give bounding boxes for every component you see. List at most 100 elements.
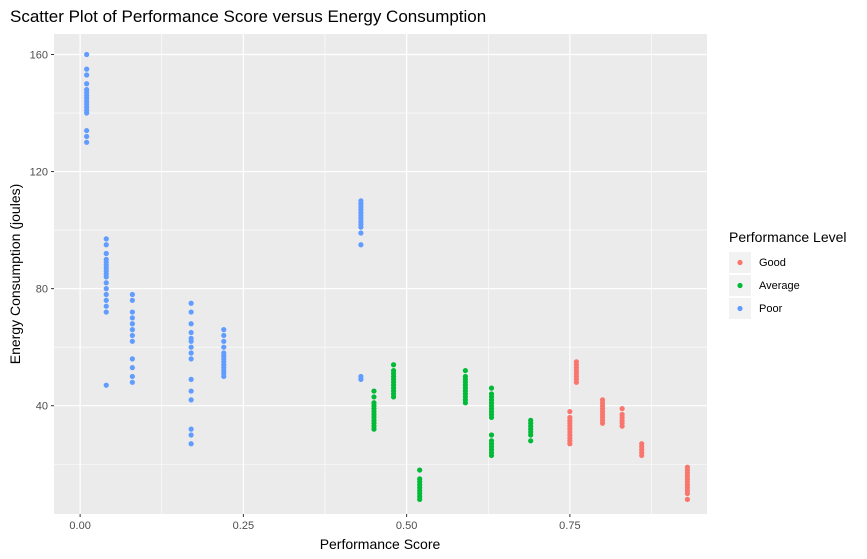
data-point-poor <box>103 242 109 248</box>
data-point-poor <box>129 291 135 298</box>
grid-layer <box>54 34 707 514</box>
data-point-good <box>567 408 573 415</box>
legend-label-poor: Poor <box>759 303 783 315</box>
data-point-poor <box>129 315 135 321</box>
data-point-poor <box>129 373 135 380</box>
data-point-average <box>417 476 423 482</box>
data-point-poor <box>103 297 109 303</box>
data-point-average <box>488 438 495 444</box>
data-point-average <box>390 362 397 368</box>
data-point-poor <box>188 441 194 447</box>
legend-items: Good Average Poor <box>729 252 800 319</box>
data-point-poor <box>103 236 109 242</box>
data-point-poor <box>84 66 90 72</box>
data-point-poor <box>84 72 90 78</box>
data-point-poor <box>221 350 227 356</box>
data-point-good <box>567 414 573 421</box>
data-point-average <box>528 417 534 423</box>
legend-marker-good <box>737 259 743 266</box>
data-point-poor <box>129 338 135 344</box>
x-tick-label: 0.00 <box>69 520 90 532</box>
data-point-poor <box>188 397 194 403</box>
data-point-average <box>488 391 495 397</box>
data-point-poor <box>221 327 227 333</box>
data-point-poor <box>188 344 194 350</box>
x-axis-title: Performance Score <box>320 536 441 552</box>
data-point-poor <box>188 376 194 382</box>
chart-title: Scatter Plot of Performance Score versus… <box>10 7 486 26</box>
data-point-poor <box>129 297 135 303</box>
data-point-poor <box>129 365 135 371</box>
legend-marker-average <box>737 282 743 289</box>
legend-label-good: Good <box>759 257 786 269</box>
data-point-good <box>684 496 691 502</box>
data-point-average <box>371 400 377 406</box>
data-point-average <box>371 388 377 394</box>
data-point-poor <box>358 242 364 248</box>
legend-title: Performance Level <box>729 229 847 245</box>
data-point-poor <box>188 388 194 394</box>
data-point-poor <box>188 309 194 315</box>
data-point-good <box>573 359 580 365</box>
data-point-poor <box>103 309 109 315</box>
legend-label-average: Average <box>759 280 800 292</box>
data-point-poor <box>84 127 90 134</box>
data-point-poor <box>188 321 194 327</box>
data-point-poor <box>188 300 194 306</box>
legend-marker-poor <box>737 305 743 312</box>
plot-panel <box>54 34 707 514</box>
y-axis-title: Energy Consumption (joules) <box>7 184 23 365</box>
y-tick-label: 40 <box>36 401 48 413</box>
data-point-average <box>528 438 534 444</box>
y-tick-label: 160 <box>30 49 48 61</box>
legend: Performance Level Good Average Poor <box>729 229 847 319</box>
data-point-poor <box>188 350 194 356</box>
data-point-poor <box>84 133 90 140</box>
data-point-good <box>619 406 625 412</box>
data-point-average <box>488 432 495 438</box>
x-tick-label: 0.25 <box>233 520 254 532</box>
points-layer <box>84 51 691 502</box>
data-point-poor <box>129 321 135 327</box>
data-point-poor <box>103 280 109 286</box>
data-point-poor <box>188 335 194 341</box>
data-point-poor <box>103 291 109 298</box>
data-point-poor <box>103 286 109 292</box>
data-point-good <box>684 464 691 470</box>
data-point-poor <box>103 303 109 309</box>
data-point-average <box>371 394 377 400</box>
data-point-poor <box>84 139 90 145</box>
data-point-average <box>390 367 397 374</box>
data-point-poor <box>84 81 90 87</box>
y-tick-label: 120 <box>30 167 48 179</box>
data-point-poor <box>103 382 109 388</box>
x-tick-label: 0.75 <box>559 520 580 532</box>
data-point-poor <box>129 309 135 315</box>
data-point-poor <box>188 432 194 438</box>
data-point-average <box>417 467 423 473</box>
data-point-average <box>462 373 468 380</box>
data-point-poor <box>188 329 194 336</box>
data-point-poor <box>103 256 109 262</box>
data-point-poor <box>358 373 364 380</box>
y-tick-label: 80 <box>36 284 48 296</box>
data-point-good <box>639 441 645 447</box>
data-point-average <box>488 385 495 391</box>
data-point-poor <box>129 356 135 362</box>
data-point-poor <box>358 198 364 204</box>
data-point-poor <box>221 344 227 350</box>
data-point-average <box>462 367 468 374</box>
x-tick-label: 0.50 <box>396 520 417 532</box>
data-point-poor <box>103 250 109 257</box>
data-point-poor <box>129 379 135 385</box>
data-point-poor <box>84 87 90 93</box>
data-point-poor <box>221 332 227 339</box>
axis-layer: 0.00 0.25 0.50 0.75 40 80 120 160 <box>30 49 581 532</box>
data-point-good <box>599 397 606 403</box>
data-point-poor <box>84 51 90 58</box>
data-point-poor <box>188 426 194 432</box>
data-point-poor <box>129 332 135 339</box>
data-point-good <box>619 411 625 418</box>
data-point-poor <box>129 327 135 333</box>
